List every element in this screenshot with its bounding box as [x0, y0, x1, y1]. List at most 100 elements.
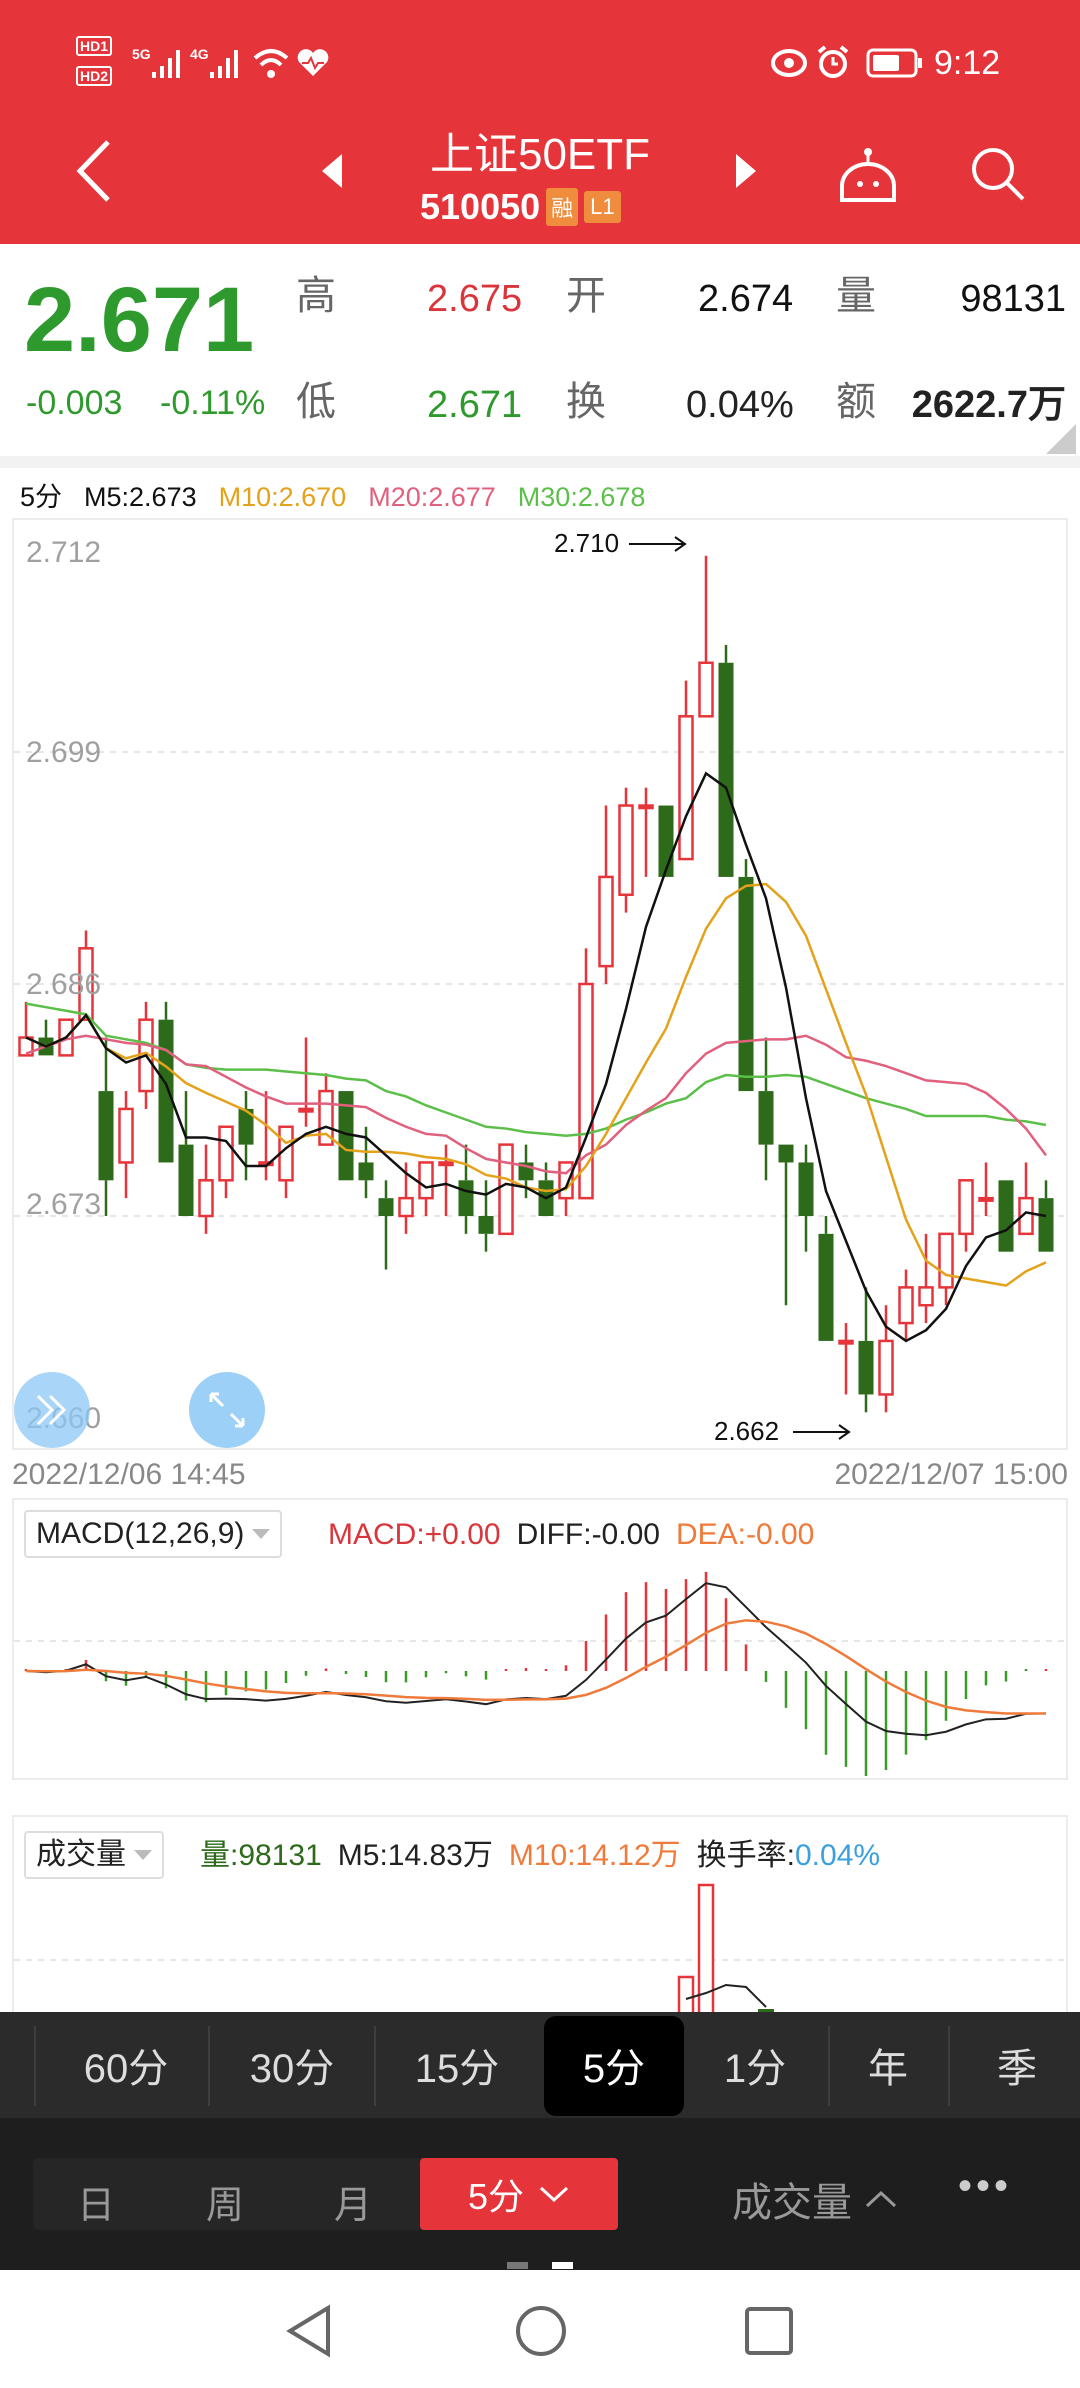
low-label: 低	[296, 380, 336, 424]
legend-m20: M20:2.677	[368, 482, 496, 512]
candle-up	[418, 1161, 434, 1200]
indicator-dropdown[interactable]: 成交量	[732, 2170, 898, 2228]
page-indicator	[507, 2262, 528, 2269]
candle-up	[498, 1143, 514, 1236]
candle-up	[898, 1286, 914, 1325]
candle-up	[678, 715, 694, 861]
ma5-line	[25, 771, 1047, 1343]
divider	[0, 456, 1080, 468]
day-button[interactable]: 日	[76, 2185, 116, 2227]
tab-season[interactable]: 季	[997, 2047, 1037, 2091]
active-tab-highlight	[544, 2016, 684, 2116]
dea-line	[25, 1619, 1047, 1715]
macd-select-label: MACD(12,26,9)	[36, 1517, 245, 1550]
tab-5min[interactable]: 5分	[582, 2047, 646, 2091]
tab-year[interactable]: 年	[868, 2047, 908, 2091]
y-tick-label: 2.699	[26, 736, 102, 769]
candle-down	[158, 1019, 174, 1163]
candle-up	[1018, 1196, 1034, 1236]
bottom-toolbar: 日 周 月 5分 成交量 •••	[0, 2118, 1080, 2270]
open-label: 开	[566, 274, 606, 318]
fullscreen-button[interactable]	[189, 1372, 265, 1448]
week-button[interactable]: 周	[205, 2185, 245, 2227]
nav-back-icon[interactable]	[284, 2304, 334, 2358]
month-button[interactable]: 月	[333, 2185, 373, 2227]
expand-icon	[209, 1392, 245, 1428]
candle-down	[378, 1198, 394, 1216]
candle-down	[998, 1180, 1014, 1252]
candle-up	[218, 1125, 234, 1182]
legend-m5: M5:2.673	[84, 482, 197, 512]
battery-icon	[866, 48, 922, 78]
candle-up	[698, 661, 714, 718]
macd-indicator-select[interactable]: MACD(12,26,9)	[24, 1510, 283, 1558]
period-dropdown-label: 5分	[467, 2176, 525, 2217]
candle-down	[358, 1162, 374, 1181]
tab-15min[interactable]: 15分	[414, 2047, 500, 2091]
nav-recents-icon[interactable]	[744, 2306, 794, 2356]
candle-up	[618, 804, 634, 897]
search-icon[interactable]	[968, 144, 1028, 204]
candle-up	[918, 1286, 934, 1307]
volume-select-label: 成交量	[36, 1838, 126, 1871]
candle-up	[838, 1339, 854, 1345]
candle-down	[778, 1144, 794, 1163]
sim1-indicator: HD1	[76, 36, 113, 56]
candle-down	[738, 876, 754, 1092]
ma-legend: 5分 M5:2.673 M10:2.670 M20:2.677 M30:2.67…	[20, 484, 645, 511]
volume-m5: M5:14.83万	[337, 1839, 493, 1872]
candle-up	[958, 1179, 974, 1236]
candle-up	[978, 1196, 994, 1202]
dea-value: DEA:-0.00	[675, 1518, 815, 1551]
macd-legend: MACD:+0.00 DIFF:-0.00 DEA:-0.00	[328, 1520, 814, 1550]
more-button[interactable]: •••	[958, 2164, 1013, 2208]
next-stock-icon[interactable]	[732, 152, 760, 190]
candle-down	[178, 1144, 194, 1216]
stock-title: 上证50ETF	[429, 130, 651, 179]
robot-icon[interactable]	[836, 146, 900, 204]
turnover-label: 换	[566, 380, 606, 424]
signal-icon	[210, 50, 238, 78]
arrow-right-icon	[793, 1423, 851, 1440]
candle-up	[398, 1196, 414, 1218]
chevron-down-icon	[134, 1850, 152, 1860]
stock-code-row: 510050 融 L1	[420, 186, 621, 228]
high-value: 2.675	[427, 278, 523, 320]
kline-chart[interactable]: 2.712 2.699 2.686 2.673 2.660 2.710 2.66…	[12, 518, 1068, 1450]
nav-home-icon[interactable]	[514, 2304, 568, 2358]
tab-30min[interactable]: 30分	[249, 2047, 335, 2091]
candle-up	[78, 947, 94, 1021]
wifi-icon	[253, 49, 289, 78]
candle-up	[938, 1232, 954, 1289]
volume-label: 量	[836, 274, 876, 318]
last-price: 2.671	[24, 269, 255, 371]
max-price-annotation: 2.710	[554, 528, 689, 559]
tab-1min[interactable]: 1分	[723, 2047, 787, 2091]
chevron-down-icon	[539, 2186, 569, 2203]
indicator-dropdown-label: 成交量	[732, 2181, 852, 2225]
candle-down	[458, 1180, 474, 1216]
double-chevron-right-icon	[36, 1394, 67, 1426]
y-tick-label: 2.686	[26, 968, 102, 1001]
candle-up	[118, 1107, 134, 1164]
x-start-label: 2022/12/06 14:45	[12, 1458, 246, 1491]
arrow-right-icon	[629, 535, 687, 552]
heart-icon	[297, 49, 329, 76]
diff-value: DIFF:-0.00	[516, 1518, 660, 1551]
candle-down	[1038, 1198, 1054, 1252]
volume-indicator-select[interactable]: 成交量	[24, 1831, 164, 1879]
back-icon[interactable]	[72, 138, 116, 204]
candle-down	[818, 1233, 834, 1341]
expand-corner-icon[interactable]	[1046, 424, 1076, 454]
candle-down	[798, 1162, 814, 1216]
alarm-icon	[817, 45, 849, 78]
turnover-value: 0.04%	[686, 384, 794, 426]
period-tabs: 60分 30分 15分 5分 1分 年 季	[0, 2012, 1080, 2118]
scroll-forward-button[interactable]	[14, 1372, 90, 1448]
period-dropdown[interactable]: 5分	[420, 2158, 618, 2230]
candle-down	[758, 1091, 774, 1145]
tab-60min[interactable]: 60分	[83, 2047, 169, 2091]
candle-down	[98, 1091, 114, 1181]
network-4g: 4G	[190, 46, 209, 62]
prev-stock-icon[interactable]	[318, 152, 346, 190]
